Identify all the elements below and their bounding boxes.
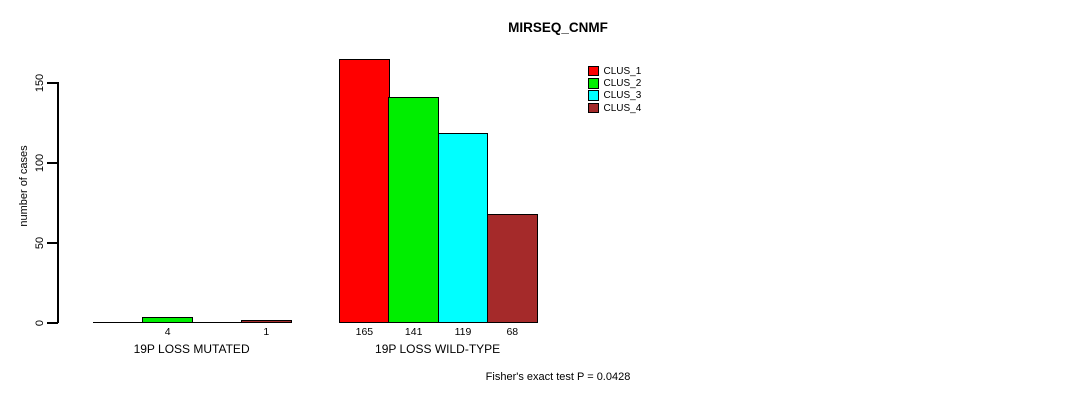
- bar-value-label: 141: [404, 326, 423, 338]
- bar-clus_3: [437, 132, 489, 323]
- y-tick: [47, 242, 58, 244]
- y-tick: [47, 82, 58, 84]
- y-tick-label: 50: [34, 236, 46, 250]
- bar-clus_4: [240, 320, 292, 323]
- legend-label: CLUS_2: [603, 77, 642, 89]
- legend-swatch-icon: [588, 102, 599, 114]
- y-tick-label: 100: [34, 153, 46, 173]
- bar-clus_1: [339, 59, 390, 323]
- fisher-test-note: Fisher's exact test P = 0.0428: [485, 371, 631, 383]
- y-tick-label: 150: [34, 73, 46, 93]
- legend-row-clus_4: CLUS_4: [588, 102, 641, 114]
- bar-clus_2: [142, 316, 194, 323]
- legend: CLUS_1 CLUS_2 CLUS_3 CLUS_4: [588, 65, 641, 114]
- legend-label: CLUS_3: [603, 90, 642, 102]
- legend-row-clus_3: CLUS_3: [588, 90, 641, 102]
- legend-swatch-icon: [588, 78, 599, 89]
- y-tick-label: 0: [34, 319, 46, 327]
- legend-row-clus_2: CLUS_2: [588, 77, 641, 89]
- legend-swatch-icon: [588, 90, 599, 101]
- bar-value-label: 68: [506, 326, 519, 338]
- y-axis-title: number of cases: [18, 145, 30, 227]
- bar-clus_2: [388, 97, 440, 323]
- y-tick: [47, 322, 58, 324]
- bar-clus_4: [486, 214, 538, 323]
- group-label: 19P LOSS WILD-TYPE: [375, 342, 501, 356]
- group-label: 19P LOSS MUTATED: [133, 342, 250, 356]
- bar-value-label: 4: [164, 326, 171, 338]
- legend-row-clus_1: CLUS_1: [588, 65, 641, 77]
- legend-label: CLUS_1: [603, 65, 642, 77]
- bar-value-label: 165: [355, 326, 374, 338]
- bar-value-label: 1: [263, 326, 270, 338]
- y-tick: [47, 162, 58, 164]
- bar-value-label: 119: [454, 326, 472, 338]
- legend-swatch-icon: [588, 65, 599, 77]
- legend-label: CLUS_4: [603, 102, 642, 114]
- y-axis-line: [57, 82, 59, 323]
- chart-title: MIRSEQ_CNMF: [508, 20, 608, 35]
